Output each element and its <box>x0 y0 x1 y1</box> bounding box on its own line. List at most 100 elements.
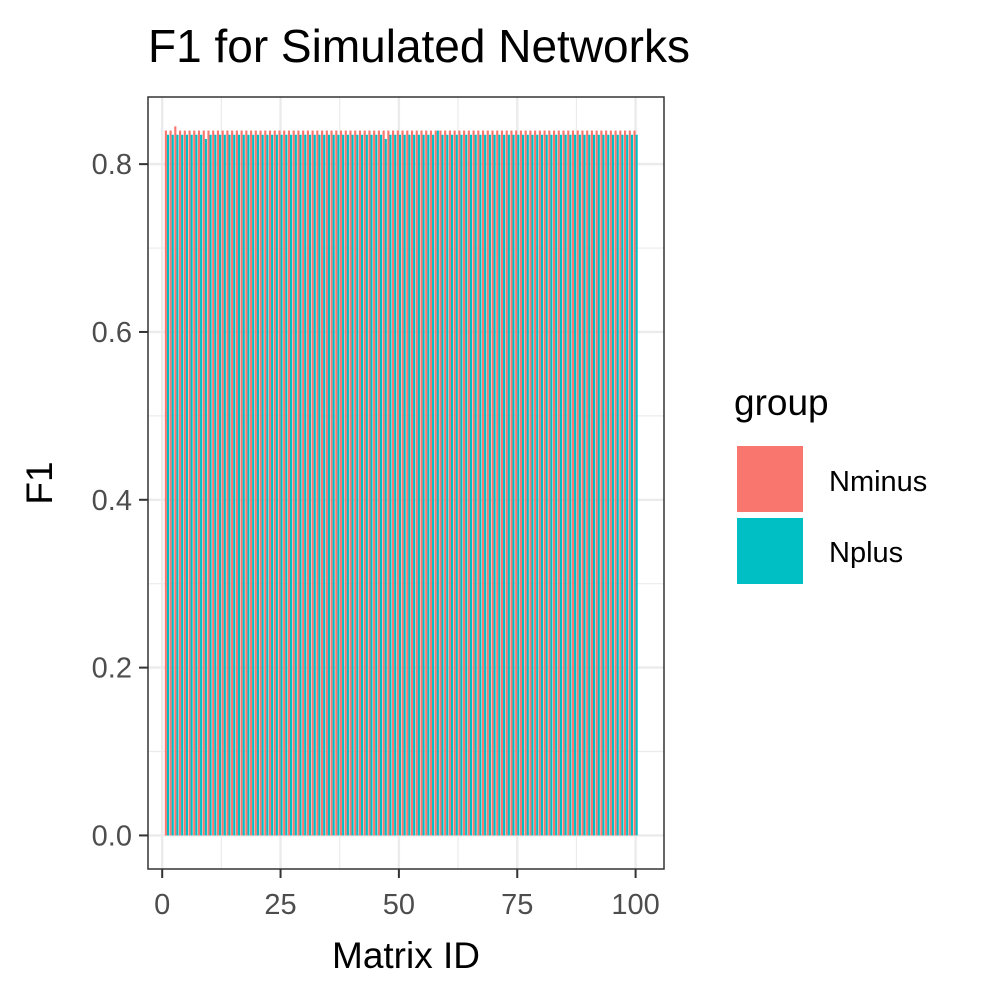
bar-nminus-39 <box>344 130 347 836</box>
bar-nplus-1 <box>166 134 170 836</box>
bars <box>164 126 638 836</box>
bar-nplus-13 <box>223 134 226 836</box>
bar-nplus-19 <box>252 134 255 836</box>
bar-nminus-47 <box>382 130 385 836</box>
bar-nplus-80 <box>540 134 544 836</box>
bar-nminus-83 <box>552 130 556 836</box>
bar-nplus-36 <box>332 134 335 836</box>
bar-nminus-50 <box>396 130 399 836</box>
bar-nplus-20 <box>256 134 260 836</box>
bar-nplus-11 <box>214 134 217 836</box>
bar-nplus-72 <box>503 134 506 836</box>
bar-nplus-33 <box>318 134 321 836</box>
bar-nplus-60 <box>446 134 449 836</box>
bar-nplus-41 <box>356 134 359 836</box>
bar-nplus-73 <box>507 134 510 836</box>
bar-nminus-12 <box>216 130 220 836</box>
bar-nminus-57 <box>429 130 433 836</box>
bar-nminus-53 <box>410 130 414 836</box>
bar-nminus-20 <box>254 130 257 836</box>
bar-nplus-22 <box>266 134 269 836</box>
bar-nplus-75 <box>517 134 520 836</box>
legend-title: group <box>734 382 829 423</box>
bar-nplus-10 <box>209 134 212 836</box>
bar-nplus-100 <box>635 134 638 836</box>
bar-nplus-6 <box>190 134 193 836</box>
bar-nplus-7 <box>195 134 198 836</box>
bar-nminus-55 <box>420 130 423 836</box>
bar-nminus-71 <box>496 130 499 836</box>
bar-nminus-38 <box>339 130 343 836</box>
bar-nplus-54 <box>417 134 420 836</box>
bar-nminus-66 <box>472 130 475 836</box>
bar-nplus-81 <box>545 134 548 836</box>
bar-nminus-85 <box>562 130 565 836</box>
bar-nminus-73 <box>505 130 508 836</box>
bar-nplus-35 <box>327 134 331 836</box>
bar-nminus-90 <box>586 130 589 836</box>
bar-nminus-43 <box>363 130 366 836</box>
bar-nminus-22 <box>264 130 267 836</box>
bar-nplus-53 <box>413 134 416 836</box>
bar-nplus-68 <box>484 134 487 836</box>
bar-nplus-15 <box>233 134 236 836</box>
bar-nplus-98 <box>626 134 629 836</box>
bar-nminus-65 <box>467 130 470 836</box>
bar-nminus-82 <box>548 130 551 836</box>
legend-label-nminus: Nminus <box>829 466 927 498</box>
bar-nplus-9 <box>204 138 207 836</box>
bar-nplus-87 <box>574 134 577 836</box>
bar-nminus-99 <box>628 130 631 836</box>
plot-panel <box>147 96 665 870</box>
bar-nplus-69 <box>488 134 491 836</box>
bar-nminus-11 <box>212 130 215 836</box>
bar-nplus-66 <box>474 134 477 836</box>
bar-nplus-42 <box>361 134 364 836</box>
bar-nplus-45 <box>375 134 378 836</box>
bar-nplus-50 <box>398 134 402 836</box>
bar-nminus-88 <box>576 130 579 836</box>
bar-nminus-98 <box>624 130 627 836</box>
bar-nplus-57 <box>432 134 435 836</box>
bar-nminus-6 <box>188 130 191 836</box>
bar-nminus-45 <box>373 130 376 836</box>
bar-nplus-49 <box>394 134 397 836</box>
bar-nplus-47 <box>384 138 387 836</box>
bar-nminus-79 <box>534 130 537 836</box>
bar-nminus-56 <box>425 130 428 836</box>
bar-nminus-64 <box>463 130 466 836</box>
bar-nplus-40 <box>351 134 354 836</box>
bar-nminus-63 <box>458 130 461 836</box>
bar-nminus-36 <box>330 130 333 836</box>
bar-nplus-78 <box>531 134 534 836</box>
bar-nminus-4 <box>179 130 182 836</box>
bar-nplus-63 <box>460 134 463 836</box>
bar-nminus-29 <box>297 130 300 836</box>
bar-nminus-8 <box>197 130 201 836</box>
bar-nplus-67 <box>479 134 482 836</box>
bar-nminus-94 <box>605 130 608 836</box>
bar-nplus-77 <box>526 134 529 836</box>
bar-nplus-92 <box>597 134 600 836</box>
x-tick-label: 75 <box>501 889 533 921</box>
bar-nminus-2 <box>169 130 172 836</box>
y-tick-label: 0.2 <box>92 653 132 685</box>
bar-nplus-32 <box>313 134 316 836</box>
bar-nminus-69 <box>486 130 489 836</box>
bar-nplus-46 <box>379 134 383 836</box>
bar-nminus-27 <box>287 130 291 836</box>
bar-nminus-96 <box>614 130 617 836</box>
bar-nminus-68 <box>481 130 485 836</box>
bar-nminus-24 <box>273 130 276 836</box>
bar-nminus-93 <box>600 130 603 836</box>
bar-nplus-23 <box>271 134 274 836</box>
bar-nminus-26 <box>283 130 286 836</box>
x-tick-label: 25 <box>264 889 296 921</box>
bar-nplus-12 <box>219 134 222 836</box>
bar-nplus-85 <box>564 134 567 836</box>
bar-nplus-16 <box>237 134 241 836</box>
bar-nminus-31 <box>306 130 309 836</box>
bar-nplus-99 <box>630 134 633 836</box>
bar-nminus-60 <box>444 130 447 836</box>
bar-nplus-30 <box>304 134 307 836</box>
